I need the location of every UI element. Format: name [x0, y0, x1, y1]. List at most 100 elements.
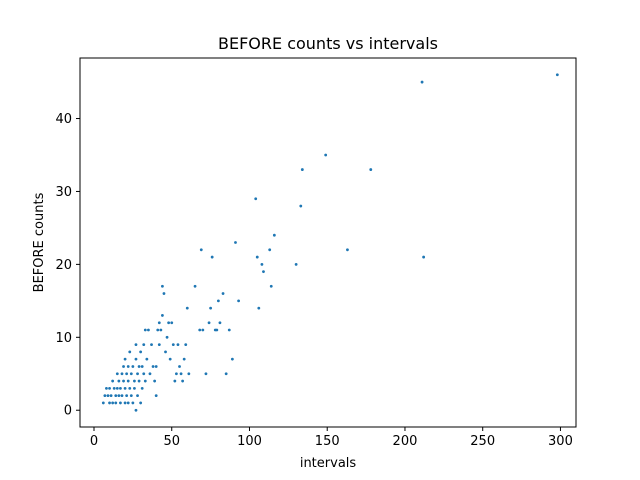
scatter-point	[181, 379, 185, 383]
scatter-point	[125, 372, 129, 376]
scatter-point	[185, 306, 189, 310]
axes-frame	[79, 57, 577, 428]
scatter-point	[128, 386, 132, 390]
scatter-point	[171, 343, 175, 346]
scatter-point	[369, 168, 373, 171]
scatter-point	[123, 357, 127, 361]
scatter-point	[207, 321, 211, 325]
scatter-point	[299, 204, 303, 208]
scatter-point	[140, 365, 144, 368]
y-tick-label: 0	[64, 404, 72, 419]
x-tick-label: 100	[237, 434, 262, 449]
x-tick-label: 150	[315, 434, 340, 449]
scatter-point	[187, 372, 191, 376]
scatter-point	[216, 299, 220, 303]
x-axis-label: intervals	[300, 456, 357, 471]
scatter-point	[209, 306, 213, 310]
scatter-point	[154, 365, 158, 368]
scatter-point	[268, 248, 272, 252]
y-axis-label: BEFORE counts	[32, 192, 47, 292]
scatter-point	[260, 262, 264, 266]
scatter-point	[272, 233, 276, 237]
scatter-point	[170, 321, 174, 325]
scatter-point	[143, 328, 147, 332]
scatter-point	[215, 328, 219, 332]
scatter-point	[237, 299, 240, 303]
scatter-point	[111, 401, 115, 405]
scatter-point	[156, 328, 160, 332]
y-tick-label: 30	[55, 185, 72, 200]
scatter-point	[167, 321, 171, 325]
scatter-point	[133, 386, 136, 390]
scatter-point	[109, 394, 113, 398]
scatter-point	[147, 328, 150, 332]
scatter-point	[173, 379, 177, 383]
scatter-point	[221, 292, 225, 295]
scatter-point	[255, 255, 259, 259]
scatter-point	[175, 372, 178, 376]
scatter-point	[134, 343, 138, 346]
scatter-point	[151, 365, 155, 368]
scatter-point	[257, 306, 261, 310]
scatter-point	[126, 379, 130, 383]
scatter-point	[137, 379, 141, 383]
scatter-point	[125, 394, 129, 398]
scatter-point	[153, 379, 157, 383]
scatter-point	[324, 153, 328, 157]
scatter-point	[161, 314, 164, 317]
scatter-point	[150, 343, 153, 346]
scatter-point	[131, 401, 135, 405]
scatter-point	[133, 379, 136, 383]
scatter-point	[164, 350, 167, 354]
scatter-point	[422, 255, 426, 259]
scatter-point	[136, 372, 139, 376]
scatter-point	[269, 284, 273, 288]
scatter-point	[234, 241, 237, 244]
scatter-point	[300, 168, 304, 171]
scatter-point	[145, 357, 149, 361]
scatter-point	[157, 321, 161, 325]
x-tick-label: 200	[393, 434, 418, 449]
scatter-point	[294, 262, 298, 266]
scatter-point	[103, 394, 107, 398]
scatter-point	[122, 379, 125, 383]
scatter-point	[117, 379, 121, 383]
scatter-point	[123, 386, 127, 390]
scatter-point	[157, 343, 161, 346]
x-tick-label: 250	[470, 434, 495, 449]
scatter-point	[115, 372, 119, 376]
scatter-point	[143, 379, 147, 383]
scatter-point	[555, 73, 559, 77]
scatter-point	[136, 394, 139, 398]
x-tick-label: 300	[548, 434, 573, 449]
scatter-point	[105, 386, 108, 390]
scatter-point	[199, 248, 203, 252]
scatter-point	[184, 343, 188, 346]
scatter-point	[106, 394, 110, 398]
scatter-point	[128, 350, 132, 354]
scatter-point	[139, 401, 143, 405]
scatter-point	[176, 343, 180, 346]
scatter-point	[148, 372, 152, 376]
scatter-point	[182, 357, 186, 361]
points-layer	[101, 73, 559, 412]
scatter-point	[101, 401, 105, 405]
y-tick-label: 40	[55, 112, 72, 127]
scatter-point	[137, 365, 141, 368]
scatter-point	[210, 255, 214, 259]
scatter-point	[262, 270, 265, 274]
scatter-point	[165, 335, 169, 339]
scatter-point	[193, 284, 197, 288]
scatter-point	[111, 379, 115, 383]
scatter-point	[224, 372, 228, 376]
chart-title: BEFORE counts vs intervals	[218, 34, 438, 53]
y-tick-label: 20	[55, 258, 72, 273]
scatter-point	[126, 401, 130, 405]
scatter-point	[142, 372, 146, 376]
scatter-point	[218, 321, 222, 325]
x-tick-label: 50	[163, 434, 180, 449]
scatter-point	[129, 394, 133, 398]
scatter-point	[120, 394, 124, 398]
